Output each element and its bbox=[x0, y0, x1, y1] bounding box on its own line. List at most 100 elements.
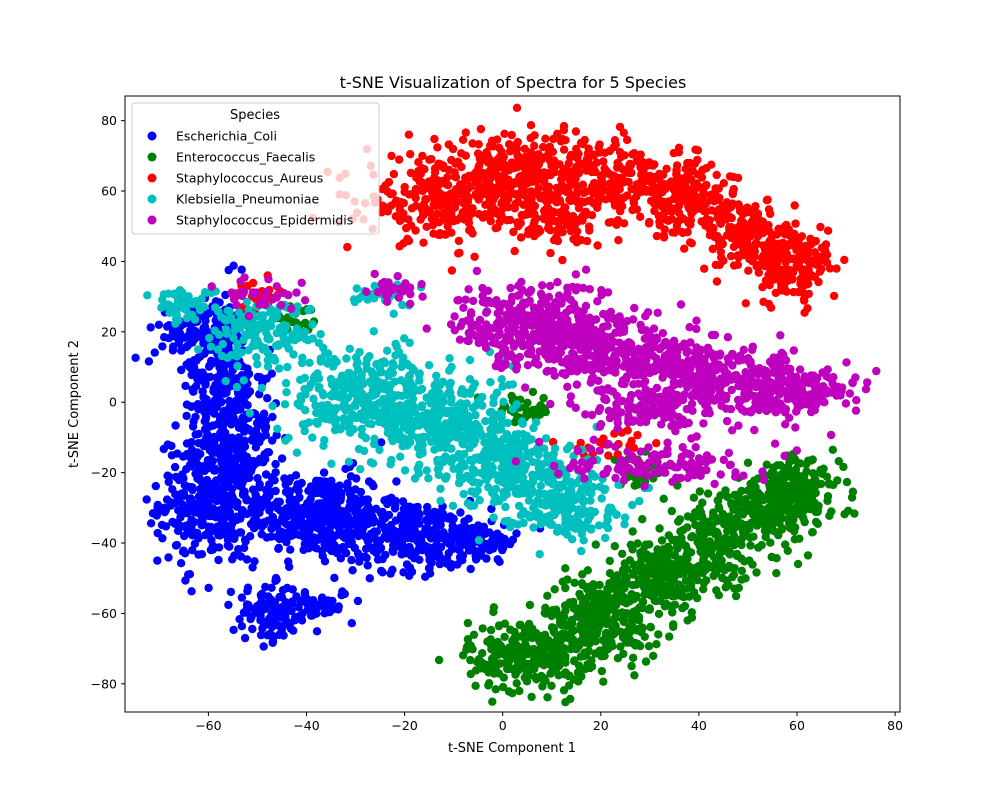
data-point bbox=[202, 433, 211, 443]
data-point bbox=[697, 173, 707, 182]
data-point bbox=[345, 404, 354, 413]
data-point bbox=[821, 246, 830, 255]
data-point bbox=[842, 477, 852, 487]
data-point bbox=[495, 143, 504, 152]
data-point bbox=[239, 608, 249, 617]
data-point bbox=[714, 591, 723, 600]
data-point bbox=[485, 166, 495, 175]
data-point bbox=[171, 421, 180, 430]
data-point bbox=[158, 342, 167, 351]
data-point bbox=[584, 582, 593, 592]
data-point bbox=[424, 549, 433, 559]
data-point bbox=[421, 195, 430, 204]
data-point bbox=[532, 651, 541, 660]
data-point bbox=[280, 474, 289, 483]
data-point bbox=[677, 561, 687, 571]
data-point bbox=[536, 401, 545, 410]
data-point bbox=[258, 617, 267, 626]
data-point bbox=[417, 402, 426, 412]
data-point bbox=[476, 173, 486, 183]
data-point bbox=[294, 530, 304, 540]
data-point bbox=[618, 549, 627, 558]
data-point bbox=[440, 191, 449, 200]
data-point bbox=[800, 308, 809, 317]
data-point bbox=[389, 362, 398, 371]
data-point bbox=[171, 472, 181, 482]
data-point bbox=[625, 635, 634, 644]
data-point bbox=[546, 248, 555, 258]
data-point bbox=[388, 393, 397, 403]
data-point bbox=[508, 405, 518, 414]
data-point bbox=[544, 169, 553, 178]
data-point bbox=[253, 458, 262, 467]
data-point bbox=[519, 659, 529, 668]
data-point bbox=[632, 591, 641, 601]
data-point bbox=[468, 139, 477, 148]
data-point bbox=[540, 608, 549, 618]
data-point bbox=[429, 525, 438, 535]
data-point bbox=[232, 396, 241, 405]
data-point bbox=[725, 212, 735, 222]
data-point bbox=[620, 559, 629, 568]
data-point bbox=[227, 519, 237, 529]
data-point bbox=[505, 147, 515, 156]
data-point bbox=[297, 611, 306, 620]
data-point bbox=[331, 512, 341, 521]
data-point bbox=[552, 232, 561, 241]
data-point bbox=[269, 520, 278, 530]
data-point bbox=[626, 627, 635, 637]
data-point bbox=[777, 525, 786, 534]
data-point bbox=[256, 630, 266, 640]
data-point bbox=[801, 277, 810, 286]
data-point bbox=[542, 639, 551, 649]
data-point bbox=[207, 359, 217, 368]
data-point bbox=[199, 339, 208, 348]
data-point bbox=[363, 561, 372, 570]
data-point bbox=[729, 184, 738, 194]
data-point bbox=[776, 276, 786, 285]
data-point bbox=[430, 134, 439, 144]
data-point bbox=[265, 491, 274, 501]
data-point bbox=[170, 462, 180, 472]
data-point bbox=[486, 182, 495, 192]
data-point bbox=[229, 625, 238, 635]
data-point bbox=[327, 459, 336, 468]
data-point bbox=[578, 180, 588, 189]
data-point bbox=[824, 479, 834, 488]
data-point bbox=[602, 589, 611, 598]
data-point bbox=[737, 534, 746, 544]
data-point bbox=[200, 349, 209, 358]
data-point bbox=[595, 608, 604, 617]
data-point bbox=[262, 533, 271, 542]
data-point bbox=[255, 437, 264, 447]
data-point bbox=[254, 431, 263, 441]
data-point bbox=[561, 606, 570, 616]
data-point bbox=[191, 430, 200, 439]
data-point bbox=[565, 195, 574, 204]
data-point bbox=[248, 485, 258, 494]
data-point bbox=[734, 173, 743, 183]
data-point bbox=[243, 370, 252, 379]
data-point bbox=[790, 201, 799, 210]
data-point bbox=[778, 490, 788, 499]
data-point bbox=[683, 512, 692, 521]
data-point bbox=[654, 550, 663, 559]
data-point bbox=[700, 264, 709, 273]
data-point bbox=[767, 552, 776, 562]
data-point bbox=[414, 158, 423, 167]
data-point bbox=[443, 389, 453, 398]
data-point bbox=[340, 396, 350, 406]
data-point bbox=[698, 196, 708, 205]
data-point bbox=[442, 436, 452, 445]
data-point bbox=[246, 532, 255, 541]
data-point bbox=[380, 202, 389, 212]
data-point bbox=[808, 477, 818, 486]
data-point bbox=[370, 403, 380, 412]
data-point bbox=[620, 570, 629, 580]
data-point bbox=[308, 433, 317, 442]
data-point bbox=[555, 196, 565, 205]
data-point bbox=[634, 612, 644, 622]
data-point bbox=[628, 545, 637, 554]
data-point bbox=[493, 529, 502, 538]
data-point bbox=[356, 465, 365, 474]
